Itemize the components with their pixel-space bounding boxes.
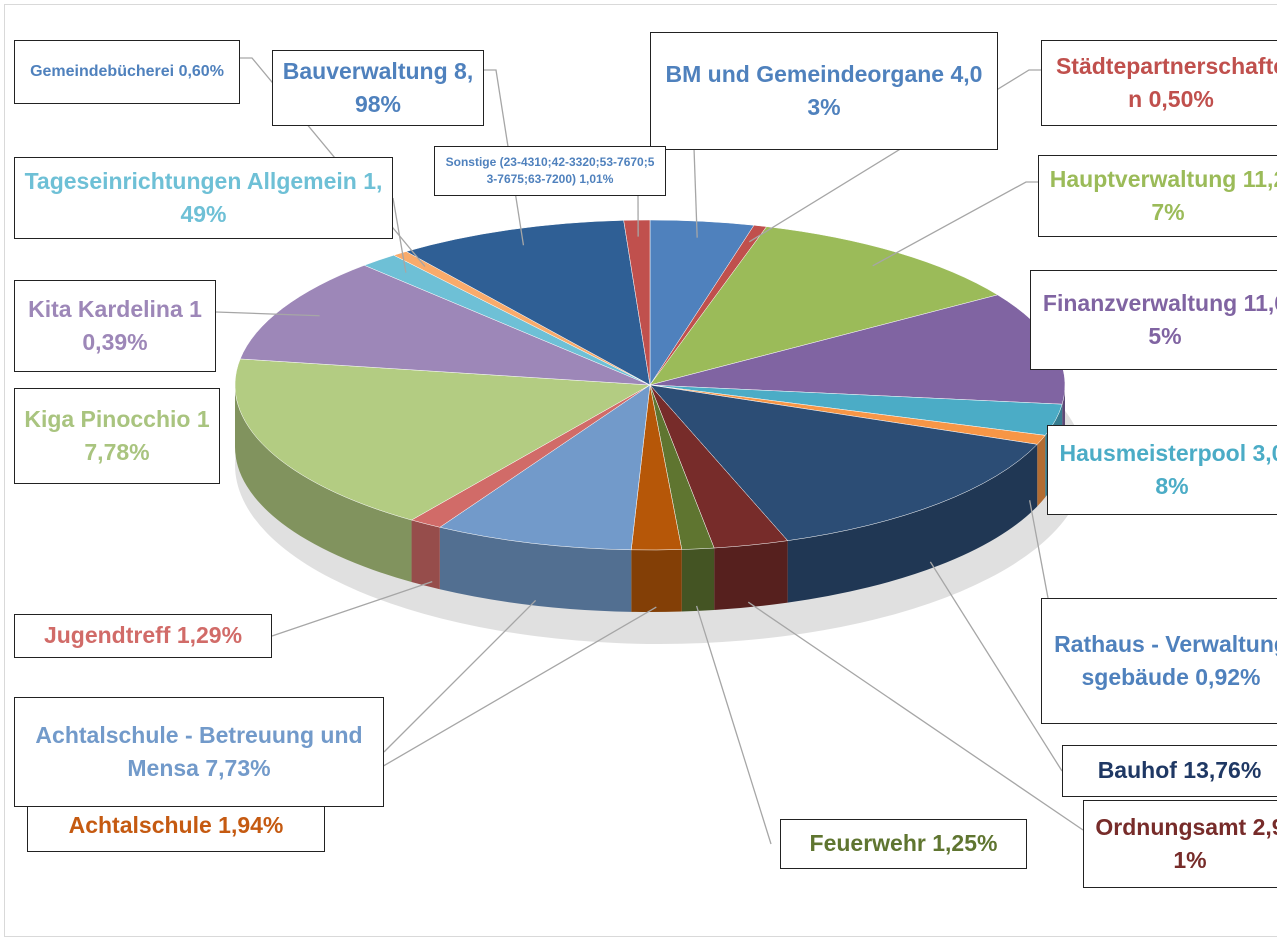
category-label: Kita Kardelina	[28, 295, 183, 322]
value-label: 1,29%	[176, 622, 243, 649]
data-label-text: Finanzverwaltung 11,05%	[1039, 287, 1277, 354]
leader-line	[271, 580, 433, 637]
category-label: Finanzverwaltung	[1042, 289, 1238, 316]
data-label: Hauptverwaltung 11,27%	[1038, 155, 1277, 237]
data-label: Sonstige (23-4310;42-3320;53-7670;53-767…	[434, 146, 666, 196]
category-label: Bauverwaltung	[282, 57, 448, 84]
data-label-text: Kita Kardelina 10,39%	[23, 293, 207, 360]
data-label-text: BM und Gemeindeorgane 4,03%	[659, 58, 989, 125]
category-label: Gemeindebücherei	[30, 63, 175, 81]
data-label-text: Jugendtreff 1,29%	[44, 619, 242, 652]
data-label: Bauverwaltung 8,98%	[272, 50, 484, 126]
value-label: 1,94%	[218, 812, 284, 839]
data-label-text: Feuerwehr 1,25%	[810, 827, 998, 860]
data-label-text: Kiga Pinocchio 17,78%	[23, 403, 211, 470]
pie-slice	[405, 220, 651, 386]
leader-line	[747, 601, 1084, 831]
chart-frame	[4, 4, 1277, 937]
category-label: Hausmeisterpool	[1059, 439, 1247, 466]
leader-line	[215, 311, 320, 317]
data-label: Kiga Pinocchio 17,78%	[14, 388, 220, 484]
pie-slice-side	[714, 540, 788, 611]
leader-line	[383, 599, 537, 753]
leader-line	[695, 605, 772, 845]
data-label-text: Bauverwaltung 8,98%	[281, 55, 475, 122]
data-label: Feuerwehr 1,25%	[780, 819, 1027, 869]
category-label: Hauptverwaltung	[1049, 165, 1237, 192]
data-label-text: Sonstige (23-4310;42-3320;53-7670;53-767…	[443, 154, 657, 189]
value-label: 7,73%	[205, 755, 271, 781]
data-label-text: Bauhof 13,76%	[1098, 754, 1262, 787]
category-label: Kiga Pinocchio	[24, 405, 191, 432]
data-label: Rathaus - Verwaltungsgebäude 0,92%	[1041, 598, 1277, 724]
category-label: Achtalschule	[68, 812, 219, 839]
pie-slice	[234, 358, 651, 521]
category-label: Achtalschule - Betreuung und Mensa	[35, 721, 363, 781]
category-label: BM und Gemeindeorgane	[665, 60, 945, 87]
value-label: 4,03%	[807, 60, 983, 120]
data-label: Achtalschule - Betreuung und Mensa 7,73%	[14, 697, 384, 807]
value-label: 2,91%	[1173, 813, 1277, 873]
pie-slice-side	[411, 520, 440, 590]
value-label: 8,98%	[354, 57, 474, 117]
value-label: 11,27%	[1151, 165, 1277, 225]
pie-slice	[439, 384, 651, 551]
pie-slice-side	[235, 385, 412, 583]
leader-line	[929, 561, 1063, 772]
data-label: Gemeindebücherei 0,60%	[14, 40, 240, 104]
data-label-text: Hausmeisterpool 3,08%	[1056, 437, 1277, 504]
pie-slice-side	[1037, 435, 1046, 507]
value-label: 13,76%	[1183, 757, 1262, 784]
category-label: Ordnungsamt	[1095, 813, 1247, 840]
data-label: Kita Kardelina 10,39%	[14, 280, 216, 372]
leader-line	[748, 69, 1041, 243]
category-label: Bauhof	[1097, 757, 1177, 784]
pie-slice-side	[439, 527, 632, 612]
leader-line	[693, 147, 698, 238]
pie-slice-side	[631, 549, 682, 612]
data-label: Bauhof 13,76%	[1062, 745, 1277, 797]
data-label: Ordnungsamt 2,91%	[1083, 800, 1277, 888]
pie-slice-side	[681, 548, 715, 612]
category-label: Tageseinrichtungen Allgemein	[24, 167, 357, 194]
value-label: 1,49%	[180, 167, 383, 227]
data-label-text: Achtalschule - Betreuung und Mensa 7,73%	[23, 719, 375, 786]
data-label: Jugendtreff 1,29%	[14, 614, 272, 658]
value-label: 11,05%	[1148, 289, 1277, 349]
data-label: Finanzverwaltung 11,05%	[1030, 270, 1277, 370]
value-label: 0,50%	[1148, 86, 1214, 112]
value-label: 1,01%	[579, 172, 614, 186]
value-label: 3,08%	[1155, 439, 1277, 499]
pie-slice	[239, 265, 651, 386]
data-label: Städtepartnerschaften 0,50%	[1041, 40, 1277, 126]
value-label: 10,39%	[82, 295, 202, 355]
value-label: 0,92%	[1195, 664, 1261, 690]
leader-line	[1028, 500, 1049, 599]
data-label-text: Gemeindebücherei 0,60%	[30, 60, 224, 83]
pie-slice-side	[787, 444, 1038, 603]
data-label-text: Tageseinrichtungen Allgemein 1,49%	[23, 165, 384, 232]
pie-slice	[623, 219, 651, 386]
data-label: Hausmeisterpool 3,08%	[1047, 425, 1277, 515]
pie-slice	[649, 384, 1038, 541]
data-label-text: Städtepartnerschaften 0,50%	[1050, 50, 1277, 117]
data-label-text: Rathaus - Verwaltungsgebäude 0,92%	[1050, 628, 1277, 695]
data-label: BM und Gemeindeorgane 4,03%	[650, 32, 998, 150]
category-label: Sonstige (23-4310;42-3320;53-7670;53-767…	[445, 154, 655, 186]
data-label: Achtalschule 1,94%	[27, 800, 325, 852]
category-label: Städtepartnerschaften	[1055, 52, 1277, 112]
data-label-text: Achtalschule 1,94%	[69, 809, 284, 842]
value-label: 0,60%	[178, 63, 224, 81]
data-label: Tageseinrichtungen Allgemein 1,49%	[14, 157, 393, 239]
data-label-text: Hauptverwaltung 11,27%	[1047, 163, 1277, 230]
data-label-text: Ordnungsamt 2,91%	[1092, 811, 1277, 878]
value-label: 17,78%	[84, 405, 210, 465]
category-label: Feuerwehr	[809, 830, 926, 857]
category-label: Jugendtreff	[43, 622, 171, 649]
leader-line	[872, 181, 1038, 267]
category-label: Rathaus - Verwaltungsgebäude	[1054, 630, 1277, 690]
value-label: 1,25%	[932, 830, 998, 857]
